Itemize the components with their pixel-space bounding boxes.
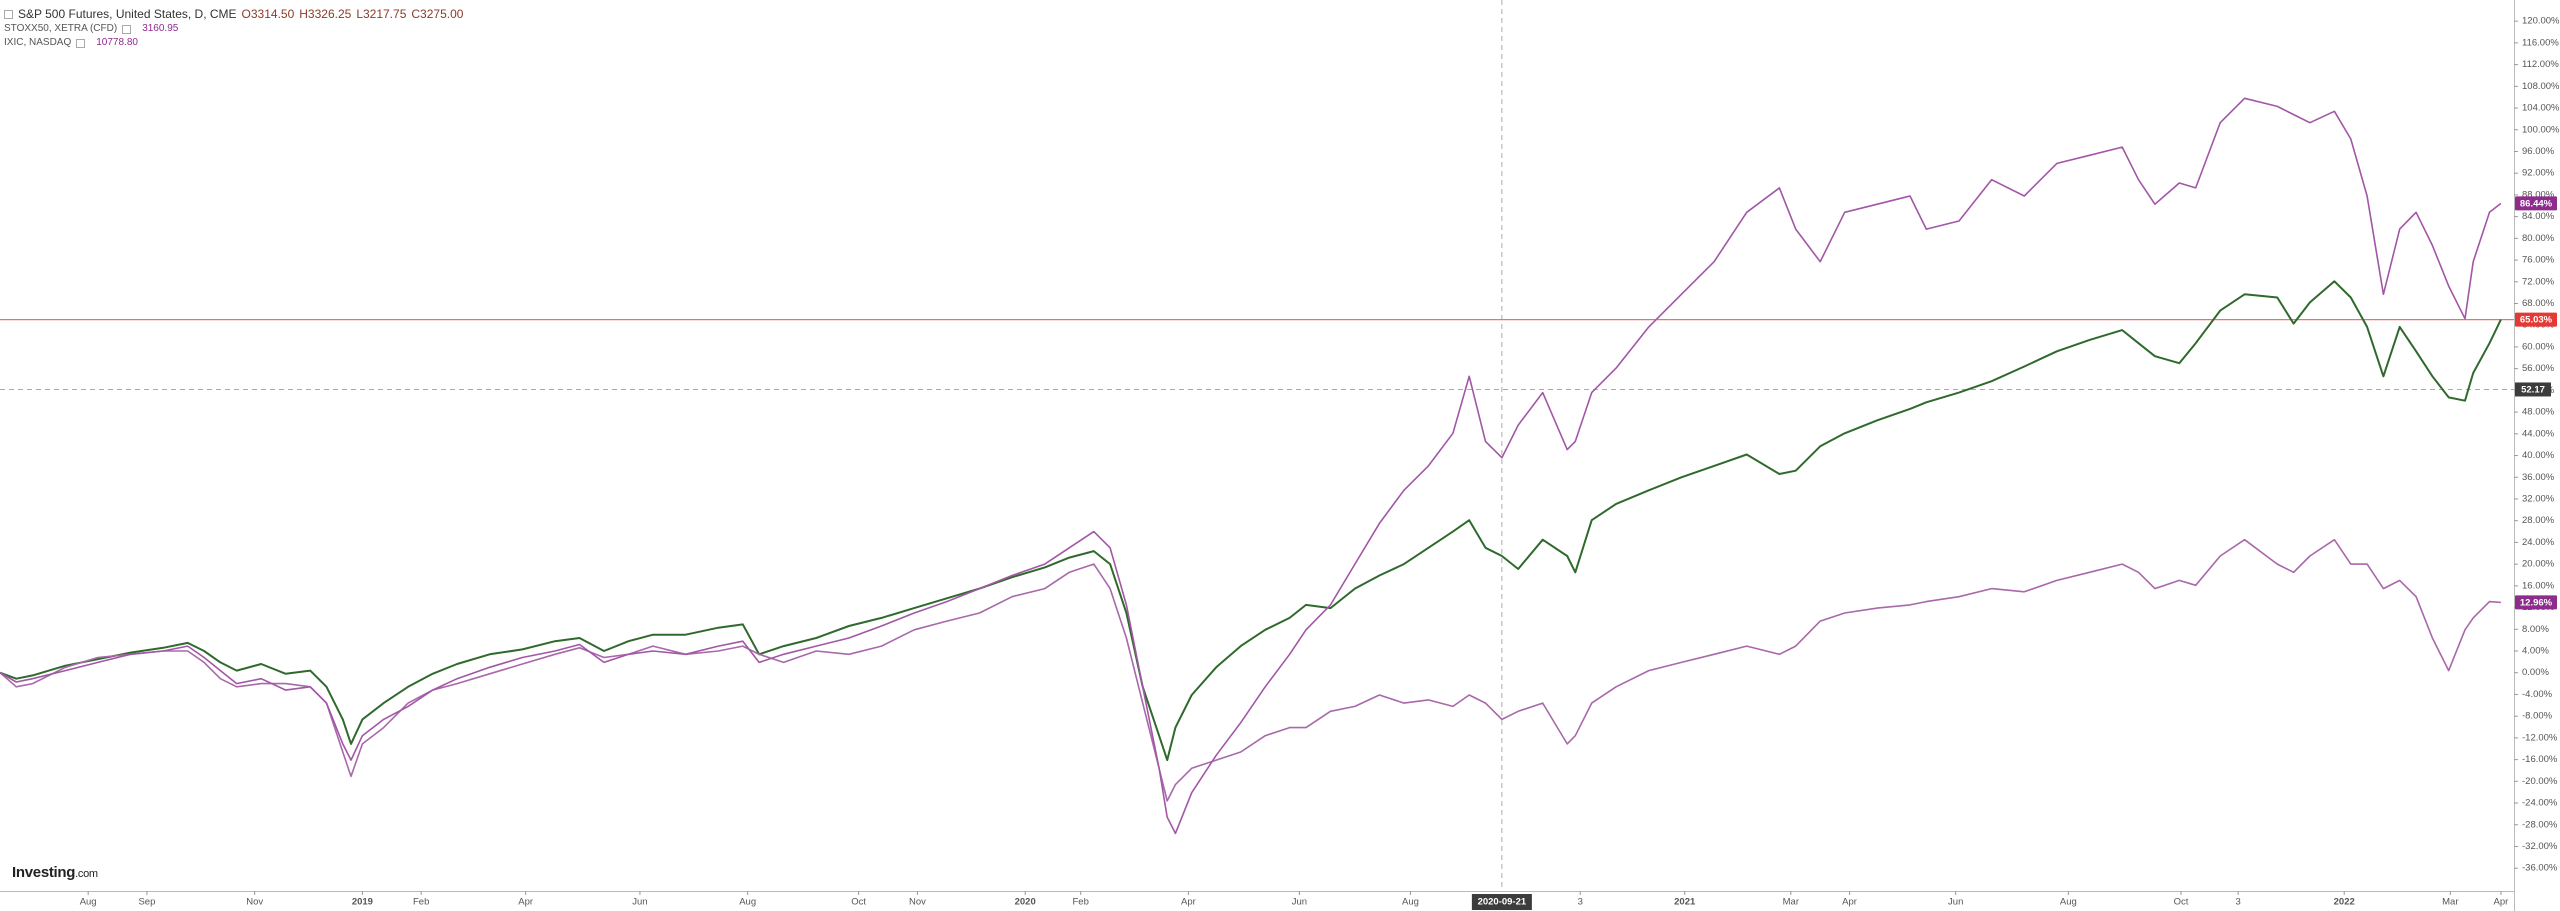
y-tick-label: 0.00% <box>2522 667 2549 678</box>
crosshair-y-tag <box>2515 382 2551 397</box>
x-tick-label: Aug <box>1402 897 1419 908</box>
ohlc-low: L3217.75 <box>356 7 407 21</box>
x-tick-label: Sep <box>138 897 155 908</box>
y-tick-label: -36.00% <box>2522 863 2558 874</box>
y-tick-label: 60.00% <box>2522 341 2555 352</box>
x-tick-label: Nov <box>246 897 263 908</box>
x-tick-label: 2022 <box>2334 897 2355 908</box>
y-tick-label: 72.00% <box>2522 276 2555 287</box>
y-tick-label: -8.00% <box>2522 711 2553 722</box>
last-value-label: 12.96% <box>2520 597 2553 608</box>
x-tick-label: Aug <box>80 897 97 908</box>
series-line <box>0 280 2502 762</box>
y-tick-label: 76.00% <box>2522 255 2555 266</box>
y-tick-label: -12.00% <box>2522 732 2558 743</box>
ohlc-high: H3326.25 <box>299 7 352 21</box>
x-tick-label: Jun <box>632 897 647 908</box>
legend-toggle[interactable] <box>122 24 132 34</box>
logo: Investing.com <box>12 864 98 881</box>
y-tick-label: 68.00% <box>2522 298 2555 309</box>
y-tick-label: 56.00% <box>2522 363 2555 374</box>
legend-entry[interactable]: IXIC, NASDAQ <box>4 37 72 48</box>
y-tick-label: 112.00% <box>2522 59 2559 70</box>
x-tick-label: Mar <box>2442 897 2458 908</box>
x-tick-label: Apr <box>2494 897 2509 908</box>
x-tick-label: Oct <box>851 897 866 908</box>
y-tick-label: 36.00% <box>2522 472 2555 483</box>
legend: S&P 500 Futures, United States, D, CME O… <box>4 6 463 50</box>
y-tick-label: 84.00% <box>2522 211 2555 222</box>
series-line <box>0 97 2502 835</box>
crosshair-x-tag <box>1471 894 1532 910</box>
x-tick-label: 2020 <box>1015 897 1036 908</box>
y-tick-label: 44.00% <box>2522 428 2555 439</box>
y-tick-label: -16.00% <box>2522 754 2558 765</box>
x-tick-label: Feb <box>1073 897 1089 908</box>
y-tick-label: -24.00% <box>2522 798 2558 809</box>
x-tick-label: Aug <box>2060 897 2077 908</box>
x-tick-label: Nov <box>909 897 926 908</box>
legend-title: S&P 500 Futures, United States, D, CME <box>18 7 237 21</box>
legend-toggle[interactable] <box>4 9 13 19</box>
y-tick-label: 104.00% <box>2522 103 2560 114</box>
y-tick-label: 92.00% <box>2522 168 2555 179</box>
legend-series: STOXX50, XETRA (CFD) 3160.95 <box>4 22 463 36</box>
y-tick-label: 120.00% <box>2522 16 2560 27</box>
y-tick-label: 108.00% <box>2522 81 2560 92</box>
logo-suffix: .com <box>75 868 98 880</box>
x-tick-label: Apr <box>1181 897 1196 908</box>
legend-quote: 10778.80 <box>96 37 138 48</box>
y-tick-label: 100.00% <box>2522 124 2560 135</box>
y-tick-label: 8.00% <box>2522 624 2549 635</box>
logo-text: Investing <box>12 864 76 881</box>
y-tick-label: 20.00% <box>2522 559 2555 570</box>
series-line <box>0 538 2501 802</box>
y-tick-label: 96.00% <box>2522 146 2555 157</box>
ohlc-close: C3275.00 <box>411 7 464 21</box>
y-tick-label: -28.00% <box>2522 819 2558 830</box>
y-tick-label: 16.00% <box>2522 580 2555 591</box>
y-tick-label: 24.00% <box>2522 537 2555 548</box>
last-value-tag <box>2515 312 2557 327</box>
x-tick-label: 3 <box>2235 897 2240 908</box>
y-tick-label: -32.00% <box>2522 841 2558 852</box>
ohlc-open: O3314.50 <box>241 7 295 21</box>
legend-main: S&P 500 Futures, United States, D, CME O… <box>4 6 463 22</box>
crosshair-y-label: 52.17 <box>2521 384 2545 395</box>
y-tick-label: 32.00% <box>2522 493 2555 504</box>
crosshair-x-label: 2020-09-21 <box>1478 897 1527 908</box>
x-tick-label: 3 <box>1578 897 1583 908</box>
last-value-tag <box>2515 595 2557 610</box>
y-tick-label: 80.00% <box>2522 233 2555 244</box>
y-tick-label: 4.00% <box>2522 646 2549 657</box>
x-tick-label: 2021 <box>1674 897 1696 908</box>
legend-entry[interactable]: STOXX50, XETRA (CFD) <box>4 23 118 34</box>
legend-toggle[interactable] <box>76 38 86 48</box>
y-tick-label: -4.00% <box>2522 689 2553 700</box>
y-tick-label: 116.00% <box>2522 37 2559 48</box>
x-tick-label: Mar <box>1783 897 1799 908</box>
y-tick-label: -20.00% <box>2522 776 2558 787</box>
x-tick-label: Oct <box>2174 897 2189 908</box>
y-tick-label: 48.00% <box>2522 407 2555 418</box>
legend-series: IXIC, NASDAQ 10778.80 <box>4 36 463 50</box>
x-tick-label: Feb <box>413 897 429 908</box>
x-tick-label: Apr <box>1842 897 1857 908</box>
x-tick-label: Jun <box>1292 897 1307 908</box>
x-tick-label: Aug <box>739 897 756 908</box>
y-tick-label: 40.00% <box>2522 450 2555 461</box>
x-tick-label: 2019 <box>352 897 373 908</box>
legend-quote: 3160.95 <box>142 23 179 34</box>
x-tick-label: Jun <box>1948 897 1963 908</box>
y-tick-label: 88.00% <box>2522 189 2555 200</box>
last-value-tag <box>2515 196 2557 211</box>
x-tick-label: Apr <box>518 897 533 908</box>
y-tick-label: 28.00% <box>2522 515 2555 526</box>
last-value-label: 86.44% <box>2520 198 2553 209</box>
last-value-label: 65.03% <box>2520 315 2553 326</box>
